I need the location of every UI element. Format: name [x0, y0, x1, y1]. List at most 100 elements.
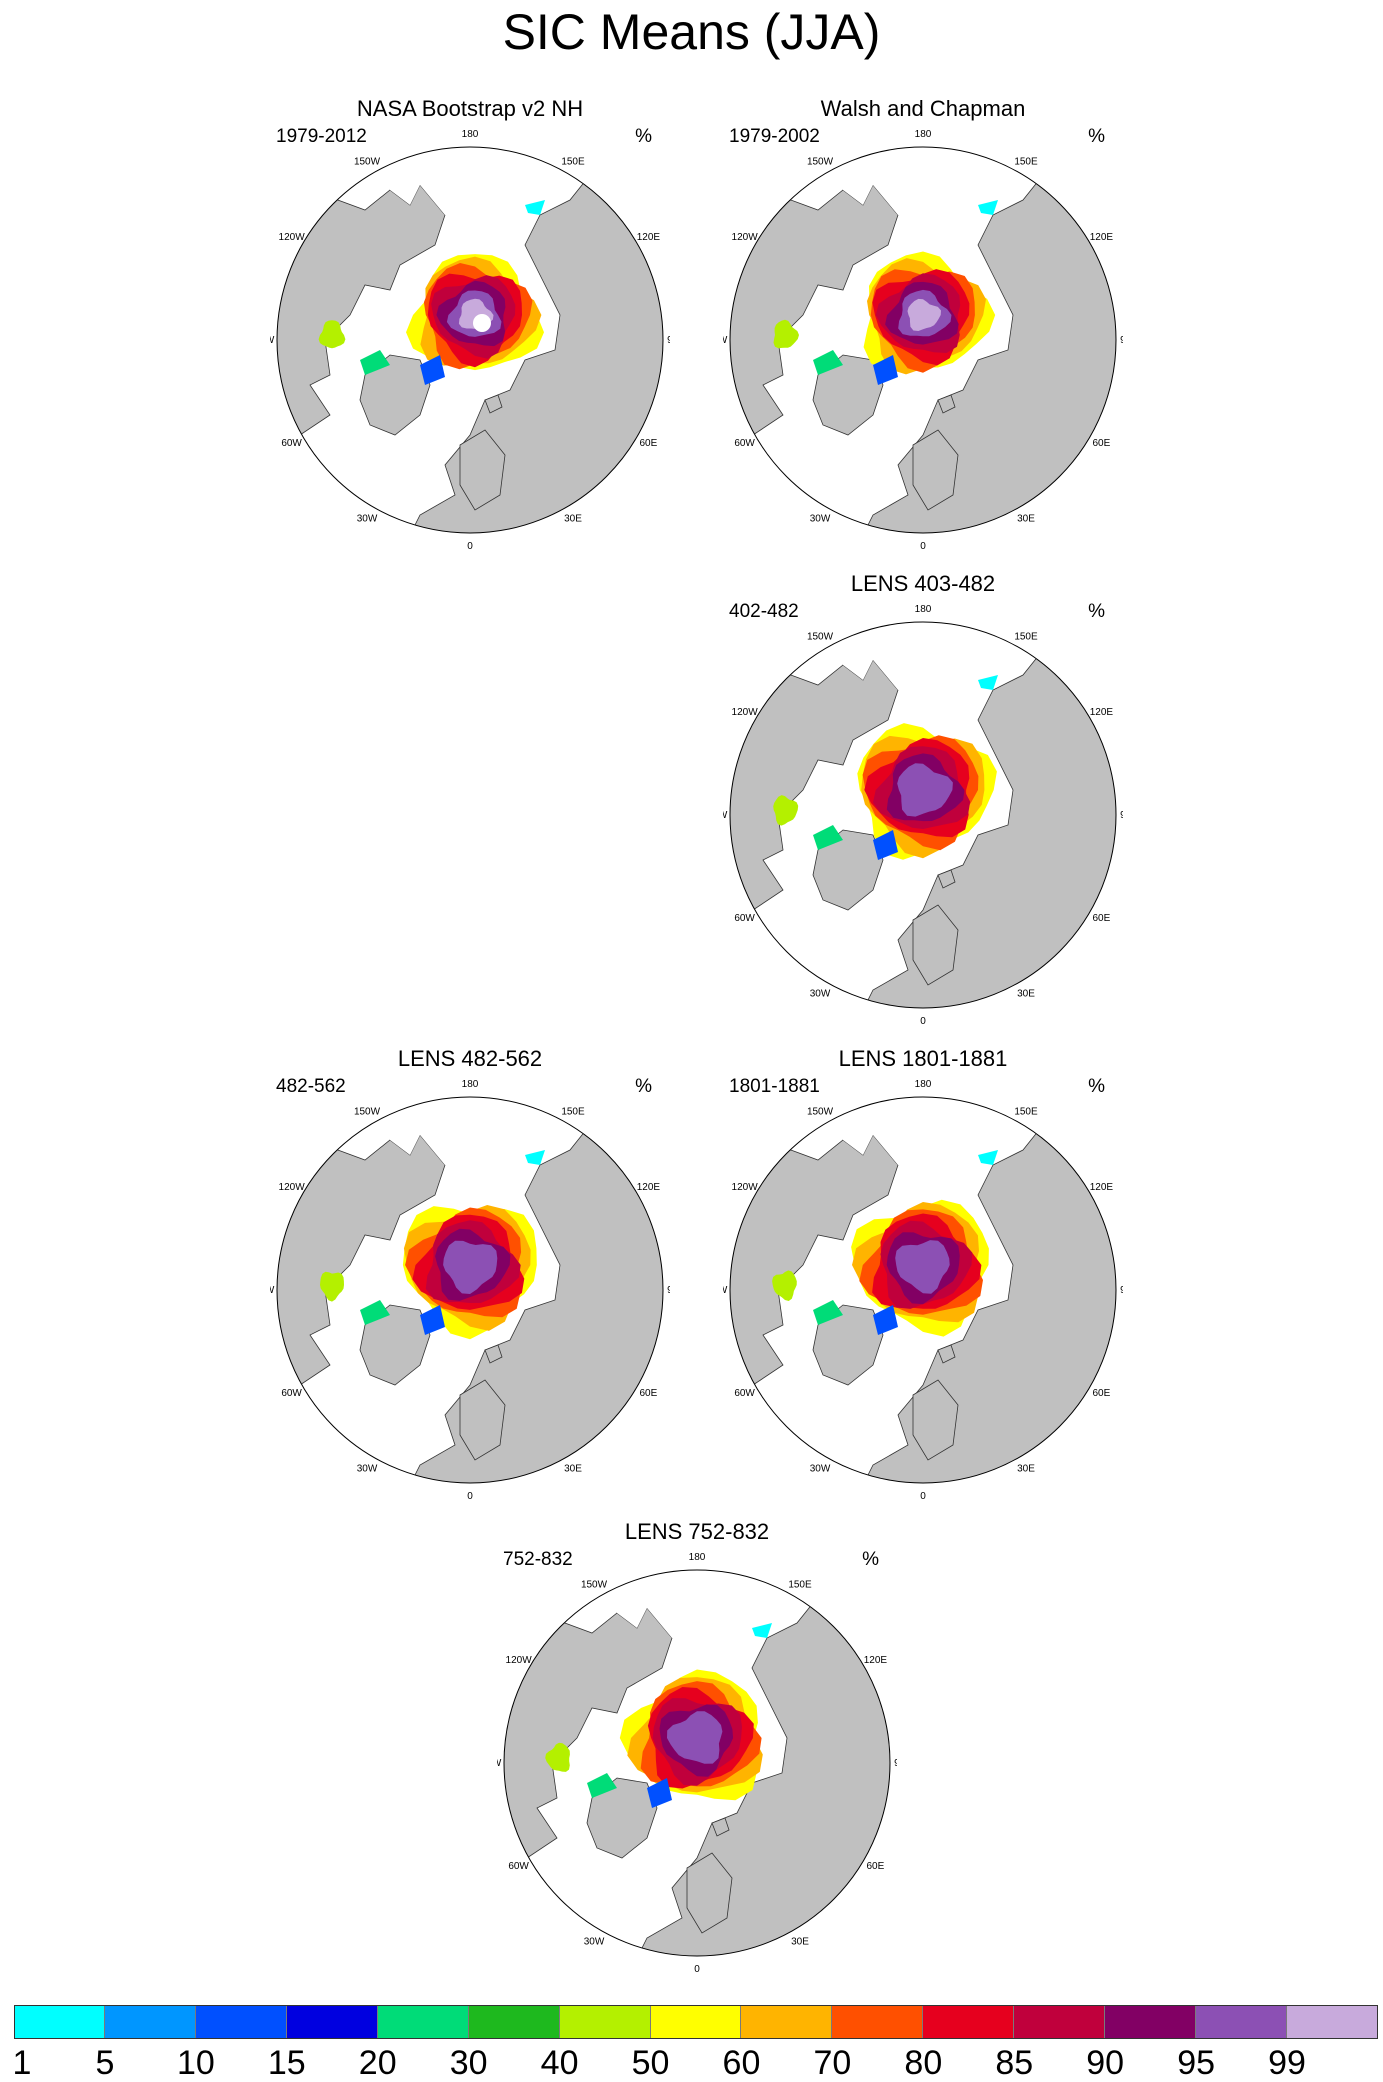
longitude-label: 90E: [667, 1285, 670, 1296]
longitude-label: 120E: [637, 1182, 661, 1193]
sea-ice-okhotsk: [752, 1623, 772, 1638]
land-svalbard: [937, 869, 956, 889]
colorbar-tick-label: 85: [995, 2044, 1034, 2082]
sea-ice-hudson: [545, 1742, 570, 1772]
sea-ice-baffin: [813, 825, 843, 850]
longitude-label: 0: [467, 1491, 473, 1502]
land-svalbard: [484, 1344, 503, 1364]
land-svalbard: [937, 1344, 956, 1364]
sea-ice-contour: [907, 298, 941, 331]
longitude-label: 150W: [807, 632, 834, 643]
panel-units: %: [1088, 601, 1105, 622]
sea-ice-okhotsk: [525, 200, 545, 215]
longitude-label: 90E: [1120, 1285, 1123, 1296]
sea-ice-fram: [647, 1778, 672, 1808]
longitude-label: 90W: [723, 1285, 728, 1296]
sea-ice-hudson: [320, 1271, 344, 1302]
land-svalbard: [937, 394, 956, 414]
longitude-label: 60W: [281, 438, 302, 449]
land-scandinavia: [912, 904, 959, 986]
polar-map: 180 150E 120E 90E 60E 30E 0 30W 60W 90W 120W 150W: [723, 604, 1123, 1027]
longitude-label: 0: [920, 541, 926, 552]
land-greenland: [586, 1777, 658, 1859]
colorbar-swatch: [104, 2005, 196, 2039]
map-boundary: [729, 146, 1117, 534]
colorbar-tick-label: 50: [631, 2044, 670, 2082]
sea-ice-fram: [420, 355, 445, 385]
land-greenland: [812, 354, 884, 436]
longitude-label: 0: [694, 1964, 700, 1975]
longitude-label: 150E: [561, 157, 585, 168]
polar-map: 180 150E 120E 90E 60E 30E 0 30W 60W 90W 120W 150W: [723, 129, 1123, 552]
longitude-label: 60E: [1093, 913, 1111, 924]
colorbar-swatch: [832, 2005, 924, 2039]
panel-units: %: [635, 126, 652, 147]
map-boundary: [729, 621, 1117, 1009]
longitude-label: 90W: [270, 335, 275, 346]
longitude-label: 30E: [1017, 1463, 1035, 1474]
longitude-label: 0: [467, 541, 473, 552]
map-boundary: [276, 1096, 664, 1484]
map-panel-lens-752-832: LENS 752-832 752-832 % 180 150E 120E 90E 60E…: [497, 1518, 897, 1978]
sea-ice-fram: [873, 1305, 898, 1335]
panel-years: 482-562: [276, 1076, 346, 1097]
sea-ice-fram: [873, 830, 898, 860]
longitude-label: 60E: [1093, 1388, 1111, 1399]
longitude-label: 180: [689, 1552, 706, 1563]
colorbar-tick-label: 80: [904, 2044, 943, 2082]
no-data-region: [390, 1125, 470, 1165]
longitude-label: 30W: [584, 1936, 605, 1947]
colorbar-swatch: [741, 2005, 833, 2039]
longitude-label: 150W: [354, 157, 381, 168]
map-boundary: [503, 1569, 891, 1957]
land-svalbard: [484, 394, 503, 414]
panel-title: Walsh and Chapman: [820, 96, 1026, 121]
panel-title: LENS 752-832: [624, 1519, 770, 1544]
longitude-label: 0: [920, 1491, 926, 1502]
longitude-label: 150W: [807, 1107, 834, 1118]
longitude-label: 90E: [894, 1758, 897, 1769]
sea-ice-contour: [897, 763, 953, 817]
longitude-label: 120W: [279, 232, 306, 243]
sea-ice-baffin: [813, 350, 843, 375]
panel-units: %: [1088, 1076, 1105, 1097]
polar-map: 180 150E 120E 90E 60E 30E 0 30W 60W 90W 120W 150W: [723, 1079, 1123, 1502]
colorbar-swatch: [286, 2005, 378, 2039]
sea-ice-fram: [873, 355, 898, 385]
longitude-label: 30E: [564, 1463, 582, 1474]
land-greenland: [812, 1304, 884, 1386]
longitude-label: 180: [915, 1079, 932, 1090]
colorbar-swatch: [468, 2005, 560, 2039]
map-panel-lens-482-562: LENS 482-562 482-562 % 180 150E 120E 90E 60E…: [270, 1045, 670, 1505]
colorbar-tick-label: 10: [176, 2044, 215, 2082]
longitude-label: 120W: [506, 1655, 533, 1666]
longitude-label: 60W: [508, 1861, 529, 1872]
map-panel-lens-403-482: LENS 403-482 402-482 % 180 150E 120E 90E 60E…: [723, 570, 1123, 1030]
longitude-label: 120E: [1090, 707, 1114, 718]
longitude-label: 120W: [279, 1182, 306, 1193]
sea-ice-okhotsk: [978, 1150, 998, 1165]
sea-ice-hudson: [772, 1270, 797, 1301]
sea-ice-baffin: [587, 1773, 617, 1798]
panel-years: 752-832: [503, 1549, 573, 1570]
panel-title: NASA Bootstrap v2 NH: [356, 96, 584, 121]
no-data-region: [843, 175, 923, 215]
longitude-label: 30W: [357, 1463, 378, 1474]
longitude-label: 90W: [270, 1285, 275, 1296]
land-svalbard: [711, 1817, 730, 1837]
polar-map: 180 150E 120E 90E 60E 30E 0 30W 60W 90W 120W 150W: [270, 1079, 670, 1502]
longitude-label: 120W: [732, 707, 759, 718]
sea-ice-fram: [420, 1305, 445, 1335]
polar-map: 180 150E 120E 90E 60E 30E 0 30W 60W 90W 120W 150W: [270, 129, 670, 552]
colorbar-swatch: [1287, 2005, 1378, 2039]
longitude-label: 90E: [1120, 335, 1123, 346]
sea-ice-okhotsk: [978, 200, 998, 215]
panel-units: %: [635, 1076, 652, 1097]
colorbar-tick-label: 5: [95, 2044, 115, 2082]
longitude-label: 120E: [637, 232, 661, 243]
colorbar-swatch: [377, 2005, 469, 2039]
land-greenland: [359, 354, 431, 436]
colorbar-swatch: [1105, 2005, 1197, 2039]
land-scandinavia: [912, 429, 959, 511]
sea-ice-okhotsk: [525, 1150, 545, 1165]
